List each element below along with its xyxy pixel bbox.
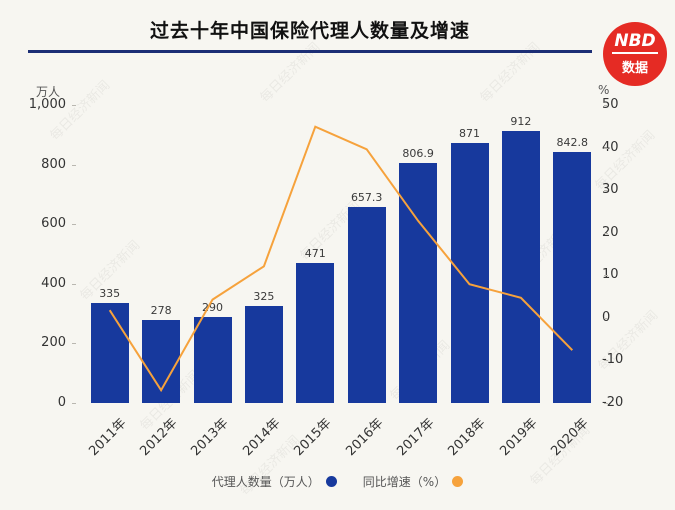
right-axis-tick-label: 40	[602, 139, 619, 155]
right-axis-tick-label: 20	[602, 224, 619, 240]
bar	[244, 306, 283, 403]
x-axis-label: 2015年	[291, 415, 335, 460]
right-axis-tickmark	[604, 317, 608, 319]
right-axis-tick-label: 30	[602, 182, 619, 198]
nbd-logo: NBD 数据	[603, 22, 667, 86]
right-axis-tick-label: 50	[602, 97, 619, 112]
legend-item-agents: 代理人数量（万人）	[212, 473, 337, 490]
left-axis-tick-label: 0	[57, 395, 66, 410]
growth-line-svg	[108, 125, 574, 393]
nbd-logo-text: NBD	[612, 32, 658, 54]
x-axis-label: 2017年	[394, 415, 438, 460]
bar-value-label: 912	[510, 115, 532, 129]
right-axis-tickmark	[604, 232, 608, 234]
legend-item-growth: 同比增速（%）	[362, 473, 464, 490]
right-axis-tickmark	[604, 105, 608, 106]
left-axis-tickmark	[72, 105, 76, 106]
legend-dot-growth	[452, 476, 464, 487]
x-axis-label: 2016年	[342, 415, 387, 460]
legend-label-agents: 代理人数量（万人）	[211, 475, 320, 489]
left-axis-tickmark	[72, 224, 76, 226]
chart-legend: 代理人数量（万人） 同比增速（%）	[0, 473, 675, 490]
legend-dot-agents	[325, 476, 337, 487]
bar-value-label: 278	[150, 304, 172, 318]
bar	[296, 262, 335, 403]
nbd-logo-subtext: 数据	[621, 60, 648, 76]
left-axis-tickmark	[72, 343, 76, 345]
left-axis-tick-label: 200	[41, 335, 66, 351]
page-title: 过去十年中国保险代理人数量及增速	[149, 20, 470, 42]
bar-value-label: 471	[304, 246, 326, 260]
right-axis-tickmark	[604, 147, 608, 149]
left-axis-tickmark	[72, 403, 76, 404]
right-axis-tickmark	[604, 190, 608, 192]
legend-label-growth: 同比增速（%）	[362, 475, 447, 489]
growth-line	[108, 125, 574, 393]
bar-value-label: 842.8	[556, 135, 589, 149]
bar-value-label: 871	[458, 127, 480, 141]
left-axis-tickmark	[72, 283, 76, 285]
x-axis-label: 2020年	[548, 415, 592, 460]
bar	[450, 143, 489, 403]
right-axis-tick-label: 10	[602, 267, 619, 283]
right-axis-tick-label: -20	[602, 395, 624, 410]
x-axis-label: 2018年	[445, 415, 489, 460]
x-axis-label: 2014年	[240, 415, 284, 460]
bar	[347, 207, 386, 403]
bar-value-label: 806.9	[402, 146, 434, 160]
x-axis-label: 2011年	[85, 415, 130, 460]
bar	[553, 151, 592, 403]
x-axis-label: 2019年	[497, 415, 541, 460]
bar	[501, 131, 540, 403]
x-axis-label: 2012年	[137, 415, 181, 460]
title-rule	[28, 50, 592, 53]
bar	[90, 303, 129, 403]
left-axis-tick-label: 600	[41, 216, 66, 232]
left-axis-tickmark	[72, 164, 76, 166]
bar-value-label: 657.3	[350, 191, 383, 205]
right-axis-tickmark	[604, 403, 608, 404]
right-axis-tickmark	[604, 275, 608, 277]
bar-value-label: 335	[99, 287, 121, 301]
left-axis-unit-label: 万人	[36, 85, 61, 99]
right-axis-unit-label: %	[598, 83, 610, 97]
left-axis-tick-label: 800	[41, 156, 66, 172]
bar-value-label: 325	[253, 290, 275, 304]
right-axis-tick-label: 0	[602, 310, 610, 326]
left-axis-tick-label: 400	[41, 275, 66, 291]
right-axis-tickmark	[604, 360, 608, 362]
left-axis-tick-label: 1,000	[28, 97, 66, 112]
bar	[193, 316, 232, 403]
right-axis-tick-label: -10	[602, 352, 624, 368]
x-axis-label: 2013年	[188, 415, 232, 460]
